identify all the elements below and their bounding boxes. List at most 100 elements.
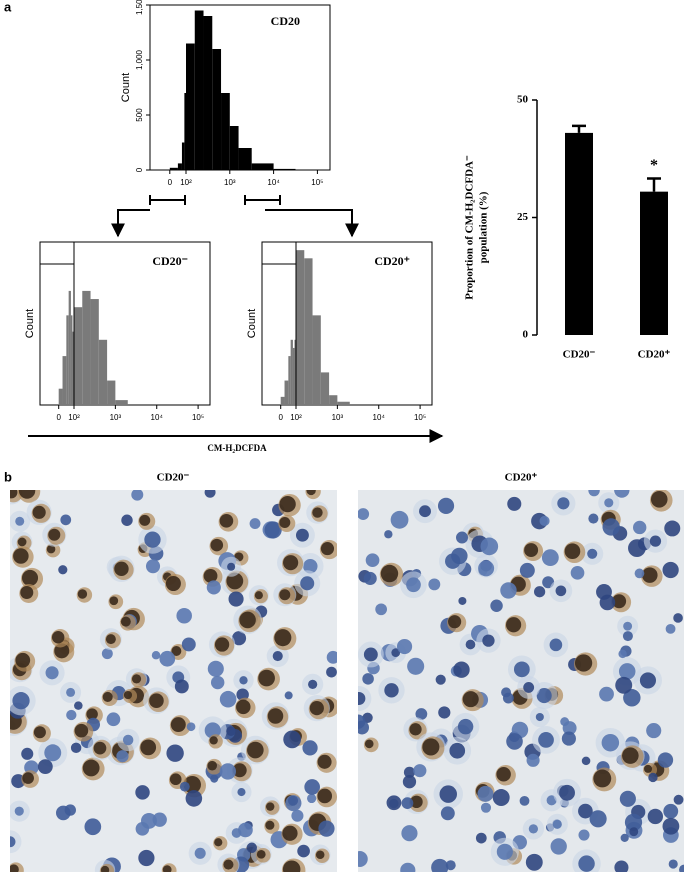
nucleus xyxy=(320,542,335,556)
nucleus xyxy=(578,855,595,872)
nucleus xyxy=(561,731,576,746)
y-axis-label: Count xyxy=(120,73,132,102)
nucleus xyxy=(186,722,196,732)
nucleus xyxy=(22,772,34,784)
nucleus xyxy=(140,739,157,756)
y-tick-label: 0 xyxy=(135,167,144,172)
histogram-bar xyxy=(72,331,74,405)
nucleus xyxy=(105,634,116,645)
nucleus xyxy=(15,516,25,526)
nucleus xyxy=(363,571,377,585)
nucleus xyxy=(318,820,335,837)
nucleus xyxy=(648,772,658,783)
nucleus xyxy=(456,531,469,544)
nucleus xyxy=(254,591,263,600)
error-bar xyxy=(647,177,661,192)
histogram-bar xyxy=(294,339,296,405)
nucleus xyxy=(523,681,535,693)
nucleus xyxy=(10,490,18,499)
nucleus xyxy=(308,679,318,689)
nucleus xyxy=(214,637,230,652)
nucleus xyxy=(588,490,600,497)
nucleus xyxy=(428,578,441,591)
nucleus xyxy=(419,505,431,518)
nucleus xyxy=(647,808,664,825)
nucleus xyxy=(326,666,337,678)
histogram-bar xyxy=(292,347,295,405)
chart-title: CD20⁺ xyxy=(374,254,410,268)
x-tick-label: 10³ xyxy=(110,413,122,422)
nucleus xyxy=(358,720,370,735)
nucleus xyxy=(409,723,422,736)
plot-frame xyxy=(149,4,331,171)
histogram-bar xyxy=(62,356,67,405)
nucleus xyxy=(363,647,378,662)
nucleus xyxy=(431,858,449,872)
nucleus xyxy=(593,769,612,788)
nucleus xyxy=(480,537,499,556)
x-tick-label: 0 xyxy=(278,413,283,422)
nucleus xyxy=(302,740,318,756)
nucleus xyxy=(650,490,668,508)
nucleus xyxy=(612,594,627,609)
nucleus xyxy=(578,829,590,841)
nucleus xyxy=(100,865,110,872)
nucleus xyxy=(206,580,221,595)
nucleus xyxy=(282,825,298,841)
nucleus xyxy=(287,795,299,806)
nucleus xyxy=(358,692,366,705)
nucleus xyxy=(664,520,681,537)
histogram-bar xyxy=(290,339,293,405)
nucleus xyxy=(507,496,522,511)
nucleus xyxy=(601,733,620,752)
nucleus xyxy=(58,565,68,575)
x-tick-label: 10² xyxy=(290,413,302,422)
nucleus xyxy=(559,784,575,801)
panel-label: a xyxy=(4,0,12,14)
histogram-bar xyxy=(221,93,230,170)
nucleus xyxy=(506,617,522,633)
nucleus xyxy=(141,812,157,829)
nucleus xyxy=(209,736,218,745)
nucleus xyxy=(51,631,65,644)
nucleus xyxy=(496,843,513,860)
nucleus xyxy=(14,806,24,816)
y-tick-label: 50 xyxy=(517,94,529,106)
bar xyxy=(640,191,668,335)
histogram-bar xyxy=(284,380,289,405)
nucleus xyxy=(181,637,196,652)
nucleus xyxy=(219,763,236,780)
nucleus xyxy=(48,528,61,541)
nucleus xyxy=(169,773,182,786)
y-axis-label: population (%) xyxy=(478,191,490,263)
nucleus xyxy=(477,785,494,802)
nucleus xyxy=(386,795,402,811)
nucleus xyxy=(619,790,636,807)
nucleus xyxy=(272,650,283,662)
nucleus xyxy=(151,650,161,660)
nucleus xyxy=(525,853,543,871)
nucleus xyxy=(228,591,244,607)
nucleus xyxy=(662,817,680,835)
nucleus xyxy=(629,827,639,837)
nucleus xyxy=(204,490,216,498)
nucleus xyxy=(210,538,224,552)
nucleus xyxy=(15,652,31,668)
histogram-bar xyxy=(251,163,274,170)
nucleus xyxy=(614,860,629,872)
histogram-bar xyxy=(337,401,350,405)
nucleus xyxy=(673,613,683,623)
nucleus xyxy=(264,521,282,539)
nucleus xyxy=(44,744,62,762)
nucleus xyxy=(116,750,129,763)
nucleus xyxy=(602,518,620,536)
nucleus xyxy=(513,661,530,678)
nucleus xyxy=(223,859,234,870)
nucleus xyxy=(560,717,570,726)
nucleus xyxy=(410,795,423,809)
nucleus xyxy=(557,497,570,510)
nucleus xyxy=(210,675,225,690)
nucleus xyxy=(519,562,535,578)
nucleus xyxy=(439,785,457,803)
nucleus xyxy=(403,766,416,778)
